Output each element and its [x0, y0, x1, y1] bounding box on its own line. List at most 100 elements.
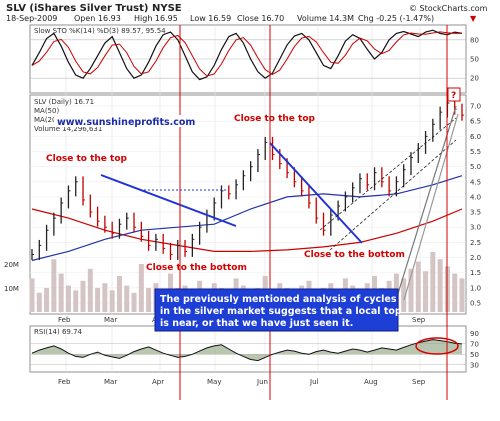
stochastic-label: Slow STO %K(14) %D(3) 89.57, 95.54: [34, 27, 166, 35]
volume-bar: [58, 273, 64, 312]
volume-bar: [131, 292, 137, 312]
volume-bar: [146, 288, 152, 312]
note-line-3: is near, or that we have just seen it.: [160, 318, 353, 329]
price-tick-label: 3.0: [470, 224, 481, 232]
price-tick-label: 1.0: [470, 284, 481, 292]
cycle-lines: [179, 25, 448, 400]
stochastic-d-line: [31, 31, 462, 77]
annotation-bottom-1: Close to the bottom: [146, 263, 247, 273]
volume-bar: [65, 285, 71, 312]
price-tick-label: 5.5: [470, 148, 481, 156]
volume-bar: [116, 276, 122, 312]
axis-labels: FebFebMarMarAprAprMayMayJunJunJulJulAugA…: [4, 36, 481, 386]
volume-tick-label: 20M: [4, 261, 19, 269]
price-tick-label: 5.0: [470, 163, 481, 171]
volume-bar: [459, 278, 465, 312]
header-close: Close 16.70: [237, 14, 284, 23]
volume-bar: [87, 268, 93, 312]
volume-bar: [29, 278, 35, 312]
website-box: [54, 115, 194, 127]
volume-bar: [95, 288, 101, 312]
question-box: [447, 87, 461, 102]
price-tick-label: 6.0: [470, 133, 481, 141]
volume-bar: [73, 290, 79, 312]
steep-trendline-2: [403, 113, 459, 301]
rsi-label: RSI(14) 69.74: [34, 328, 83, 336]
volume-bar: [102, 283, 108, 312]
volume-bar: [415, 261, 421, 312]
volume-bar: [80, 280, 86, 312]
stochastic-tick-label: 20: [470, 75, 479, 83]
trendline-2: [269, 142, 363, 244]
volume-bar: [452, 273, 458, 312]
indicator-lines: [31, 29, 463, 362]
month-tick-label: Feb: [58, 316, 71, 324]
volume-bar: [401, 278, 407, 312]
month-tick-label: Sep: [412, 316, 426, 324]
month-tick-label: May: [207, 378, 221, 386]
stochastic-tick-label: 80: [470, 36, 479, 44]
price-tick-label: 4.5: [470, 178, 481, 186]
stochastic-k-line: [31, 29, 463, 81]
price-tick-label: 3.5: [470, 209, 481, 217]
volume-bar: [124, 285, 130, 312]
ma50-label: MA(50): [34, 107, 59, 115]
annotation-bottom-2: Close to the bottom: [304, 250, 405, 260]
price-lines: [31, 97, 464, 262]
price-tick-label: 6.5: [470, 118, 481, 126]
channel-upper: [319, 117, 457, 231]
volume-tick-label: 10M: [4, 285, 19, 293]
annotation-top-1: Close to the top: [46, 154, 128, 164]
header-date: 18-Sep-2009: [6, 14, 57, 23]
volume-label: Volume 14,296,631: [34, 125, 102, 133]
volume-bar: [430, 252, 436, 312]
volume-bar: [36, 292, 42, 312]
channel-lower: [329, 139, 457, 251]
price-panel: [29, 94, 467, 315]
rsi-line: [31, 339, 463, 362]
header-low: Low 16.59: [190, 14, 231, 23]
price-tick-label: 2.5: [470, 239, 481, 247]
month-tick-label: Feb: [58, 378, 71, 386]
volume-bar: [109, 290, 115, 312]
month-tick-label: Jul: [309, 378, 319, 386]
question-mark: ?: [451, 91, 456, 101]
note-line-1: The previously mentioned analysis of cyc…: [160, 294, 397, 305]
header-change: Chg -0.25 (-1.47%): [358, 14, 434, 23]
rsi-highlight-circle: [415, 337, 459, 355]
rsi-tick-label: 90: [470, 330, 479, 338]
header-high: High 16.95: [134, 14, 178, 23]
down-arrow-icon: ▼: [470, 14, 477, 23]
brand-label: © StockCharts.com: [409, 4, 488, 13]
website-label: www.sunshineprofits.com: [57, 117, 195, 128]
volume-bar: [138, 264, 144, 312]
volume-bar: [408, 268, 414, 312]
note-box: [154, 288, 399, 332]
volume-bar: [51, 259, 57, 312]
header-volume: Volume 14.3M: [297, 14, 354, 23]
stochastic-tick-label: 50: [470, 56, 479, 64]
month-tick-label: Aug: [364, 378, 378, 386]
volume-bar: [423, 271, 429, 312]
chart-title: SLV (iShares Silver Trust) NYSE: [6, 3, 182, 14]
rsi-tick-label: 70: [470, 340, 479, 348]
month-tick-label: Jun: [256, 378, 268, 386]
note-line-2: in the silver market suggests that a loc…: [160, 306, 402, 317]
header-open: Open 16.93: [74, 14, 121, 23]
volume-bar: [437, 259, 443, 312]
price-tick-label: 0.5: [470, 299, 481, 307]
ma200-label: MA(200): [34, 116, 64, 124]
annotation-top-2: Close to the top: [234, 114, 316, 124]
month-tick-label: Mar: [104, 316, 117, 324]
volume-bar: [44, 288, 50, 312]
price-tick-label: 2.0: [470, 254, 481, 262]
price-tick-label: 4.0: [470, 193, 481, 201]
price-tick-label: 7.0: [470, 103, 481, 111]
rsi-tick-label: 50: [470, 351, 479, 359]
price-label: SLV (Daily) 16.71: [34, 98, 94, 106]
steep-trendline-1: [395, 105, 457, 301]
trend-lines: [100, 105, 459, 301]
rsi-panel: [29, 325, 467, 373]
